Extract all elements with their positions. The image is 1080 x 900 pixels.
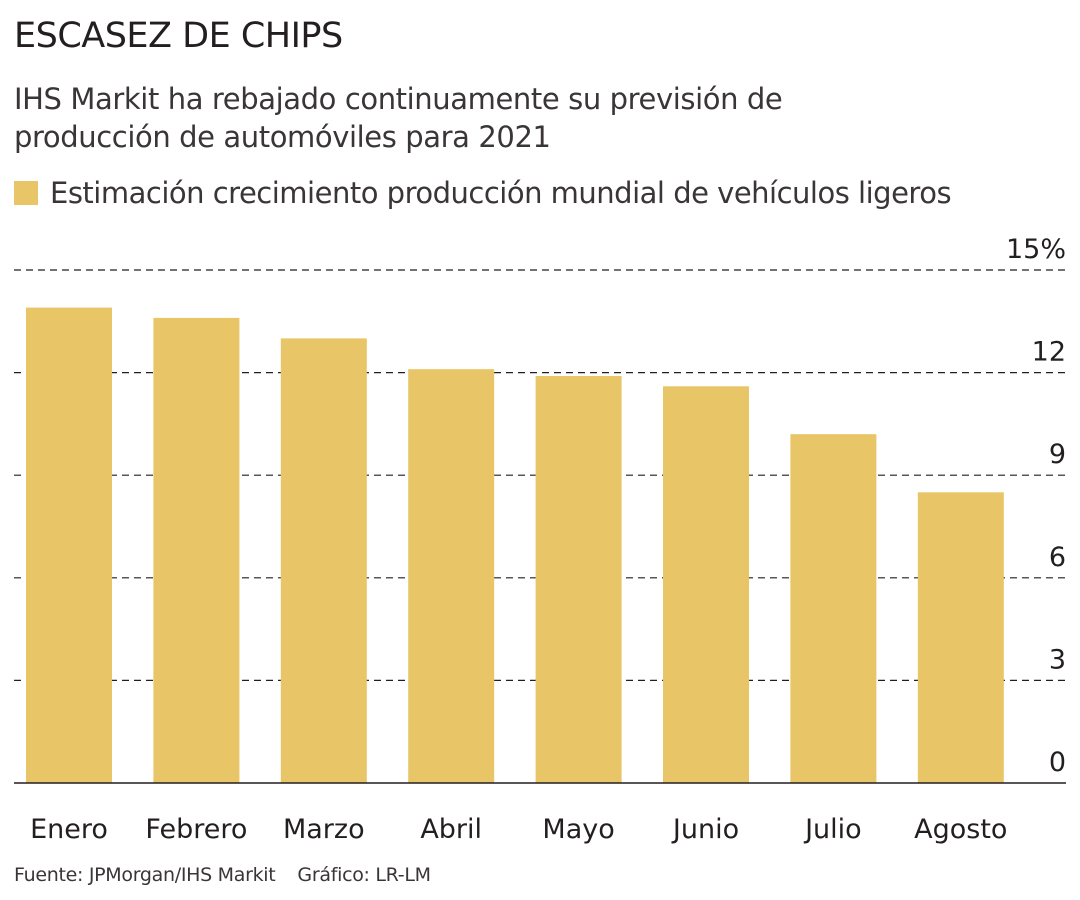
bar (663, 386, 749, 783)
legend-swatch (14, 181, 38, 205)
bar (153, 317, 240, 783)
bar (408, 369, 495, 783)
bar (535, 376, 622, 783)
legend: Estimación crecimiento producción mundia… (14, 173, 952, 213)
grid-lines (14, 269, 1066, 682)
legend-label: Estimación crecimiento producción mundia… (50, 176, 952, 210)
chart-subtitle: IHS Markit ha rebajado continuamente su … (14, 82, 783, 154)
x-category-label: Mayo (542, 814, 614, 845)
bar (790, 434, 877, 783)
x-category-label: Julio (803, 814, 862, 845)
y-tick-label: 9 (1049, 439, 1066, 470)
y-tick-label: 3 (1049, 644, 1066, 675)
y-tick-label: 6 (1049, 542, 1066, 573)
source-text: Fuente: JPMorgan/IHS Markit (14, 864, 276, 886)
bar (917, 492, 1004, 783)
chart-title: ESCASEZ DE CHIPS (14, 16, 343, 56)
x-axis-category-labels: Enero Febrero Marzo Abril Mayo Junio Julio Agos… (30, 814, 1007, 845)
bar (26, 307, 112, 783)
x-category-label: Abril (420, 814, 482, 845)
y-tick-label: 12 (1032, 337, 1066, 368)
bars (26, 307, 1004, 783)
x-category-label: Febrero (145, 814, 247, 845)
source-note: Fuente: JPMorgan/IHS Markit Gráfico: LR-L… (14, 864, 453, 886)
credit-text: Gráfico: LR-LM (297, 864, 431, 886)
y-axis-tick-labels: 0 3 6 9 12 15% (1006, 234, 1066, 778)
y-tick-label: 0 (1049, 747, 1066, 778)
x-category-label: Enero (30, 814, 108, 845)
x-category-label: Marzo (283, 814, 365, 845)
bar (280, 338, 367, 783)
x-category-label: Junio (671, 814, 739, 845)
x-category-label: Agosto (914, 814, 1007, 845)
y-tick-label: 15% (1006, 234, 1066, 265)
